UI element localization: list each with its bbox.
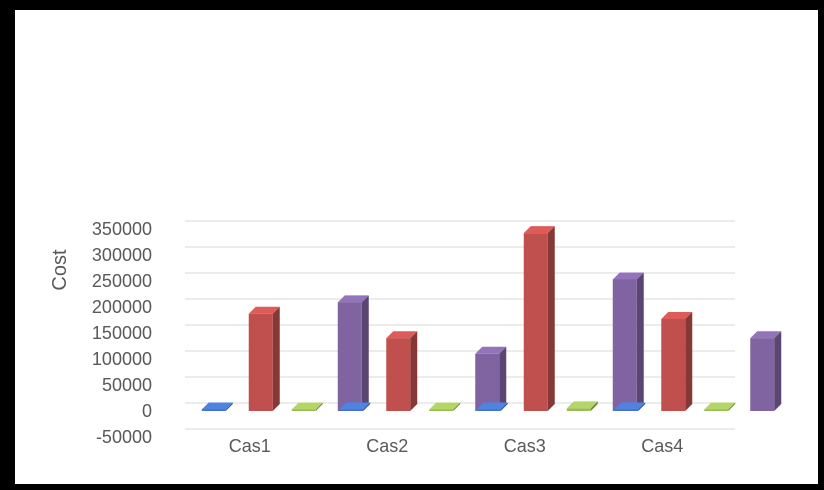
bar-front <box>429 409 454 411</box>
y-axis-tick-labels: -50000 0 50000 100000 150000 200000 250000 3000… <box>92 219 152 447</box>
bar-side <box>638 402 646 411</box>
bar <box>339 402 371 411</box>
bar-side <box>315 402 323 411</box>
x-tick-label: Cas1 <box>229 436 271 456</box>
y-axis-label: Cost <box>49 249 71 291</box>
bar-side <box>272 306 280 411</box>
bar <box>704 402 736 411</box>
y-tick-label: -50000 <box>96 427 152 447</box>
bar <box>386 331 418 411</box>
bar-side <box>499 346 507 411</box>
bar <box>612 272 644 411</box>
bar <box>566 401 598 411</box>
bar <box>476 402 508 411</box>
bar-top <box>201 402 233 410</box>
bar-front <box>339 409 364 411</box>
bar <box>337 295 369 411</box>
bar-side <box>728 402 736 411</box>
bar-top <box>566 401 598 409</box>
y-tick-label: 200000 <box>92 297 152 317</box>
bar-side <box>500 402 508 411</box>
bar-front <box>661 318 686 411</box>
y-tick-label: 300000 <box>92 245 152 265</box>
bar-front <box>475 353 500 411</box>
bar-top <box>429 402 461 410</box>
bar <box>523 226 555 411</box>
bar-side <box>363 402 371 411</box>
bar-side <box>453 402 461 411</box>
bar-side <box>590 401 598 411</box>
bar-side <box>547 226 555 411</box>
bar <box>248 306 280 411</box>
bar-front <box>386 338 411 411</box>
bar-front <box>750 338 775 411</box>
bar-side <box>410 331 418 411</box>
x-axis-tick-labels: Cas1 Cas2 Cas3 Cas4 <box>229 436 684 456</box>
y-tick-label: 350000 <box>92 219 152 239</box>
bar-top <box>386 331 418 339</box>
bar-top <box>248 306 280 314</box>
bar-front <box>476 409 501 411</box>
bar-side <box>636 272 644 411</box>
bar <box>750 331 782 411</box>
bar-top <box>704 402 736 410</box>
bar-top <box>291 402 323 410</box>
bar-side <box>685 311 693 411</box>
y-tick-label: 150000 <box>92 323 152 343</box>
bar-front <box>612 279 637 411</box>
bar-top <box>476 402 508 410</box>
y-tick-label: 50000 <box>102 375 152 395</box>
bar-top <box>337 295 369 303</box>
x-tick-label: Cas4 <box>641 436 683 456</box>
bar-front <box>523 233 548 411</box>
bar-side <box>774 331 782 411</box>
bar-front <box>704 409 729 411</box>
bar-front <box>291 409 316 411</box>
bar-side <box>361 295 369 411</box>
y-tick-label: 250000 <box>92 271 152 291</box>
bar-front <box>248 313 273 411</box>
bar-top <box>750 331 782 339</box>
bar-front <box>337 302 362 411</box>
bars <box>201 226 782 411</box>
y-tick-label: 100000 <box>92 349 152 369</box>
bar <box>475 346 507 411</box>
bar <box>429 402 461 411</box>
bar <box>661 311 693 411</box>
bar <box>201 402 233 411</box>
x-tick-label: Cas3 <box>504 436 546 456</box>
x-tick-label: Cas2 <box>366 436 408 456</box>
bar-top <box>614 402 646 410</box>
bar <box>291 402 323 411</box>
bar-top <box>475 346 507 354</box>
bar-side <box>225 402 233 411</box>
bar-top <box>612 272 644 280</box>
bar-front <box>201 409 226 411</box>
y-tick-label: 0 <box>142 401 152 421</box>
bar-top <box>661 311 693 319</box>
bar-top <box>523 226 555 234</box>
bar <box>614 402 646 411</box>
bar-front <box>566 408 591 411</box>
bar-front <box>614 409 639 411</box>
bar-top <box>339 402 371 410</box>
